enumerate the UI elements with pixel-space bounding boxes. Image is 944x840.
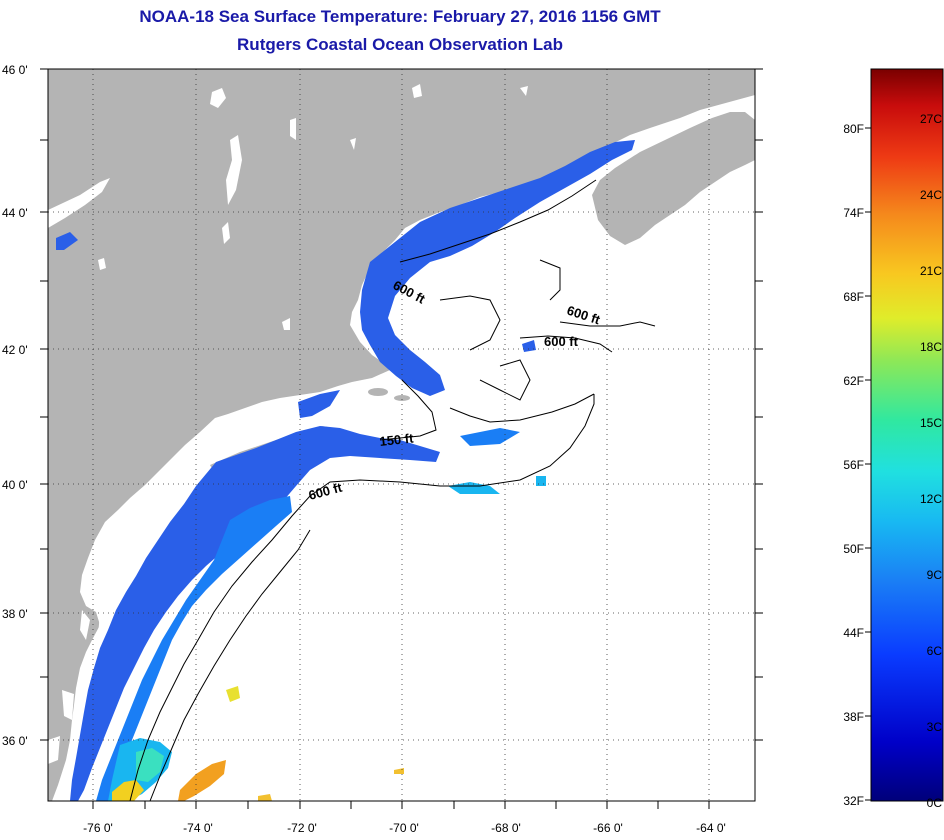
lat-label: 44 0' (2, 206, 28, 220)
lon-label: -64 0' (696, 821, 726, 835)
lon-label: -72 0' (287, 821, 317, 835)
colorbar-f-label: 62F (843, 374, 864, 388)
bathymetry-contours (129, 179, 656, 801)
colorbar-c-label: 27C (920, 112, 942, 126)
colorbar: 80F 74F 68F 62F 56F 50F 44F 38F 32F 27C … (843, 68, 944, 810)
land-nova-scotia (592, 112, 755, 245)
colorbar-c-label: 24C (920, 188, 942, 202)
colorbar-c-label: 12C (920, 492, 942, 506)
colorbar-f-label: 68F (843, 290, 864, 304)
colorbar-c-label: 6C (927, 644, 943, 658)
contour-label: 150 ft (379, 430, 415, 449)
map-area (48, 69, 755, 801)
lon-label: -76 0' (83, 821, 113, 835)
axis-ticks (40, 68, 763, 809)
land-marthas-vineyard (368, 388, 388, 396)
lat-label: 46 0' (2, 63, 28, 77)
lon-label: -68 0' (491, 821, 521, 835)
lat-label: 40 0' (2, 478, 28, 492)
land-us-mainland (48, 69, 755, 801)
colorbar-c-label: 15C (920, 416, 942, 430)
colorbar-c-label: 18C (920, 340, 942, 354)
colorbar-c-label: 9C (927, 568, 943, 582)
lat-label: 36 0' (2, 734, 28, 748)
colorbar-gradient (870, 68, 944, 802)
lat-label: 42 0' (2, 343, 28, 357)
colorbar-f-label: 44F (843, 626, 864, 640)
colorbar-f-label: 80F (843, 122, 864, 136)
latitude-labels: 46 0' 44 0' 42 0' 40 0' 38 0' 36 0' (2, 63, 28, 748)
map-subtitle: Rutgers Coastal Ocean Observation Lab (237, 35, 563, 54)
colorbar-f-label: 74F (843, 206, 864, 220)
contour-label: 600 ft (544, 334, 579, 349)
longitude-labels: -76 0' -74 0' -72 0' -70 0' -68 0' -66 0… (83, 821, 726, 835)
map-title: NOAA-18 Sea Surface Temperature: Februar… (139, 7, 661, 26)
lon-label: -70 0' (389, 821, 419, 835)
lon-label: -66 0' (593, 821, 623, 835)
colorbar-f-label: 50F (843, 542, 864, 556)
lat-label: 38 0' (2, 607, 28, 621)
colorbar-f-label: 38F (843, 710, 864, 724)
colorbar-c-label: 21C (920, 264, 942, 278)
colorbar-c-label: 0C (927, 796, 943, 810)
coastal-bays (48, 590, 112, 764)
colorbar-c-label: 3C (927, 720, 943, 734)
colorbar-f-label: 32F (843, 794, 864, 808)
colorbar-f-label: 56F (843, 458, 864, 472)
lon-label: -74 0' (183, 821, 213, 835)
inland-lakes (48, 84, 528, 330)
land-nantucket (394, 395, 410, 401)
graticule (48, 69, 755, 801)
